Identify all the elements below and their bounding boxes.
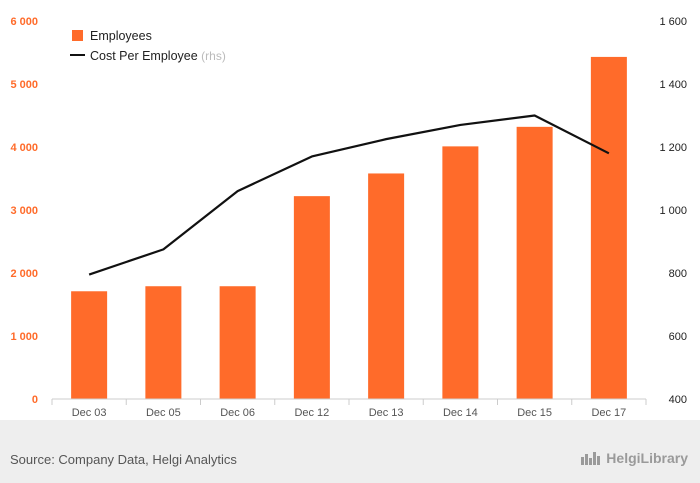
x-tick-label: Dec 03 (72, 407, 107, 419)
x-tick-label: Dec 05 (146, 407, 181, 419)
left-tick-label: 5 000 (10, 79, 38, 91)
employees-bars (71, 56, 627, 399)
bar (368, 173, 405, 399)
x-tick-label: Dec 13 (369, 407, 404, 419)
left-tick-label: 6 000 (10, 16, 38, 28)
source-text: Source: Company Data, Helgi Analytics (10, 452, 237, 467)
legend: Employees Cost Per Employee (rhs) (70, 29, 226, 63)
cost-line (88, 114, 610, 276)
footer: Source: Company Data, Helgi Analytics He… (0, 420, 700, 483)
left-tick-label: 4 000 (10, 142, 38, 154)
right-tick-label: 400 (669, 394, 687, 406)
right-tick-label: 1 000 (659, 205, 687, 217)
city-skyline-icon (581, 452, 601, 465)
x-tick-label: Dec 15 (517, 407, 552, 419)
bar (219, 286, 256, 399)
bar (516, 126, 553, 399)
x-tick-label: Dec 17 (591, 407, 626, 419)
left-tick-label: 0 (32, 394, 38, 406)
cost-per-employee-line (88, 114, 610, 276)
right-tick-label: 600 (669, 331, 687, 343)
brand-name: HelgiLibrary (606, 450, 688, 466)
left-tick-label: 2 000 (10, 268, 38, 280)
bar (293, 196, 330, 399)
bar (442, 146, 479, 399)
x-axis: Dec 03 Dec 05 Dec 06 Dec 12 Dec 13 Dec 14 Dec … (51, 399, 647, 419)
bar (145, 286, 182, 399)
legend-label-cost: Cost Per Employee (rhs) (90, 49, 226, 63)
right-tick-label: 1 600 (659, 16, 687, 28)
x-tick-label: Dec 12 (294, 407, 329, 419)
legend-swatch-employees (72, 30, 83, 41)
left-tick-label: 3 000 (10, 205, 38, 217)
right-tick-label: 800 (669, 268, 687, 280)
brand-logo: HelgiLibrary (580, 450, 688, 466)
right-tick-label: 1 200 (659, 142, 687, 154)
x-tick-label: Dec 14 (443, 407, 478, 419)
legend-label-employees: Employees (90, 29, 152, 43)
right-tick-label: 1 400 (659, 79, 687, 91)
right-axis: 400 600 800 1 000 1 200 1 400 1 600 (659, 16, 687, 406)
left-axis: 0 1 000 2 000 3 000 4 000 5 000 6 000 (10, 16, 38, 406)
x-tick-label: Dec 06 (220, 407, 255, 419)
bar (590, 56, 627, 399)
bar (71, 291, 108, 399)
left-tick-label: 1 000 (10, 331, 38, 343)
combo-chart: 0 1 000 2 000 3 000 4 000 5 000 6 000 400 600 80… (10, 16, 687, 419)
